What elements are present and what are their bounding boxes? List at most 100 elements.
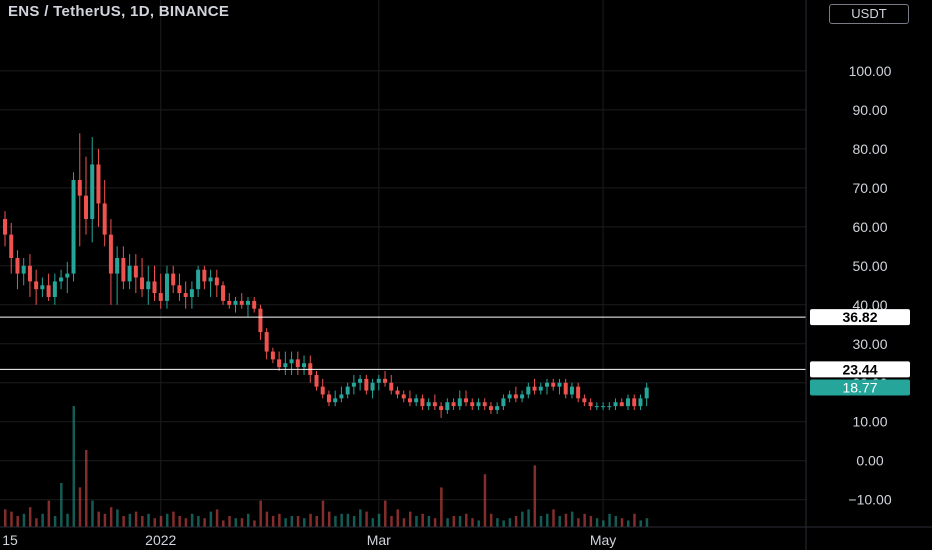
candle-body: [495, 406, 500, 411]
last-price-label: 18.77: [842, 380, 877, 396]
candle-body: [532, 386, 537, 391]
volume-bar: [60, 483, 63, 527]
price-tick-label: 0.00: [856, 453, 883, 469]
candle-body: [520, 394, 525, 399]
candle-body: [96, 164, 101, 204]
candle-body: [345, 386, 350, 395]
candle-body: [395, 390, 400, 395]
volume-bar: [334, 516, 337, 527]
candle-body: [320, 386, 325, 395]
volume-bar: [595, 518, 599, 527]
volume-bar: [377, 513, 381, 527]
candle-body: [557, 382, 562, 387]
volume-bar: [645, 518, 649, 527]
volume-bar: [502, 520, 505, 527]
candle-body: [445, 402, 450, 411]
candle-body: [283, 363, 288, 368]
volume-bar: [47, 500, 51, 527]
price-tick-label: 50.00: [852, 258, 887, 274]
candle-body: [15, 258, 20, 274]
price-tick-label: 90.00: [852, 102, 887, 118]
volume-bar: [359, 509, 362, 527]
volume-bar: [128, 513, 132, 527]
candle-body: [619, 402, 624, 407]
candle-body: [451, 402, 456, 407]
candle-body: [121, 258, 126, 282]
candle-body: [171, 273, 176, 286]
chart-title: ENS / TetherUS, 1D, BINANCE: [8, 3, 230, 20]
candle-body: [21, 265, 26, 274]
volume-bar: [346, 513, 350, 527]
candle-body: [569, 386, 574, 395]
candle-body: [333, 398, 338, 403]
volume-bar: [172, 511, 175, 527]
candle-body: [457, 398, 462, 407]
candle-body: [613, 402, 618, 407]
volume-bar: [290, 516, 294, 527]
volume-bar: [72, 406, 76, 527]
price-line-badge: [810, 361, 910, 378]
volume-bar: [583, 513, 586, 527]
volume-bar: [477, 520, 480, 527]
volume-bar: [165, 513, 169, 527]
volume-bar: [365, 511, 368, 527]
volume-bar: [278, 513, 281, 527]
volume-bar: [41, 513, 44, 527]
volume-bar: [564, 513, 568, 527]
candle-body: [594, 406, 599, 408]
time-tick-label: 2022: [145, 532, 176, 548]
volume-bar: [340, 513, 343, 527]
volume-bar: [408, 511, 412, 527]
horizontal-lines[interactable]: [0, 316, 806, 370]
volume-bar: [284, 518, 287, 527]
candle-body: [214, 277, 219, 286]
candle-body: [582, 398, 587, 403]
candle-body: [115, 258, 120, 274]
price-tick-label: 40.00: [852, 297, 887, 313]
volume-bar: [78, 487, 82, 527]
candle-body: [40, 285, 45, 290]
candle-body: [538, 386, 543, 391]
candle-body: [302, 363, 307, 368]
volume-bar: [265, 511, 269, 527]
volume-bar: [458, 516, 462, 527]
volume-bar: [440, 487, 443, 527]
candle-body: [488, 406, 493, 411]
currency-button[interactable]: USDT: [829, 4, 909, 24]
candle-body: [264, 332, 269, 352]
candle-body: [314, 374, 319, 387]
volume-bar: [433, 518, 437, 527]
volume-bar: [514, 516, 518, 527]
volume-bar: [352, 516, 356, 527]
candle-body: [501, 398, 506, 407]
volume-bar: [371, 518, 375, 527]
candle-body: [339, 394, 344, 399]
volume-bar: [66, 513, 69, 527]
candle-body: [607, 406, 612, 408]
price-tick-label: 60.00: [852, 219, 887, 235]
candle-body: [245, 300, 250, 305]
price-tick-label: 80.00: [852, 141, 887, 157]
candle-body: [632, 398, 637, 407]
volume-bar: [116, 509, 119, 527]
volume-bar: [296, 516, 300, 527]
volume-bar: [627, 520, 630, 527]
volume-bar: [620, 518, 624, 527]
volume-bar: [421, 513, 424, 527]
candle-body: [476, 402, 481, 407]
volume-bar: [28, 507, 32, 527]
candle-body: [258, 308, 263, 333]
volume-bar: [178, 516, 181, 527]
candle-body: [27, 265, 32, 282]
volume-bar: [184, 518, 188, 527]
candle-body: [638, 398, 643, 407]
candle-body: [3, 219, 7, 235]
volume-bar: [471, 518, 474, 527]
candle-body: [233, 300, 238, 305]
candle-body: [507, 394, 512, 399]
volume-bar: [533, 465, 537, 527]
candle-body: [164, 273, 169, 301]
volume-bars: [4, 406, 649, 527]
